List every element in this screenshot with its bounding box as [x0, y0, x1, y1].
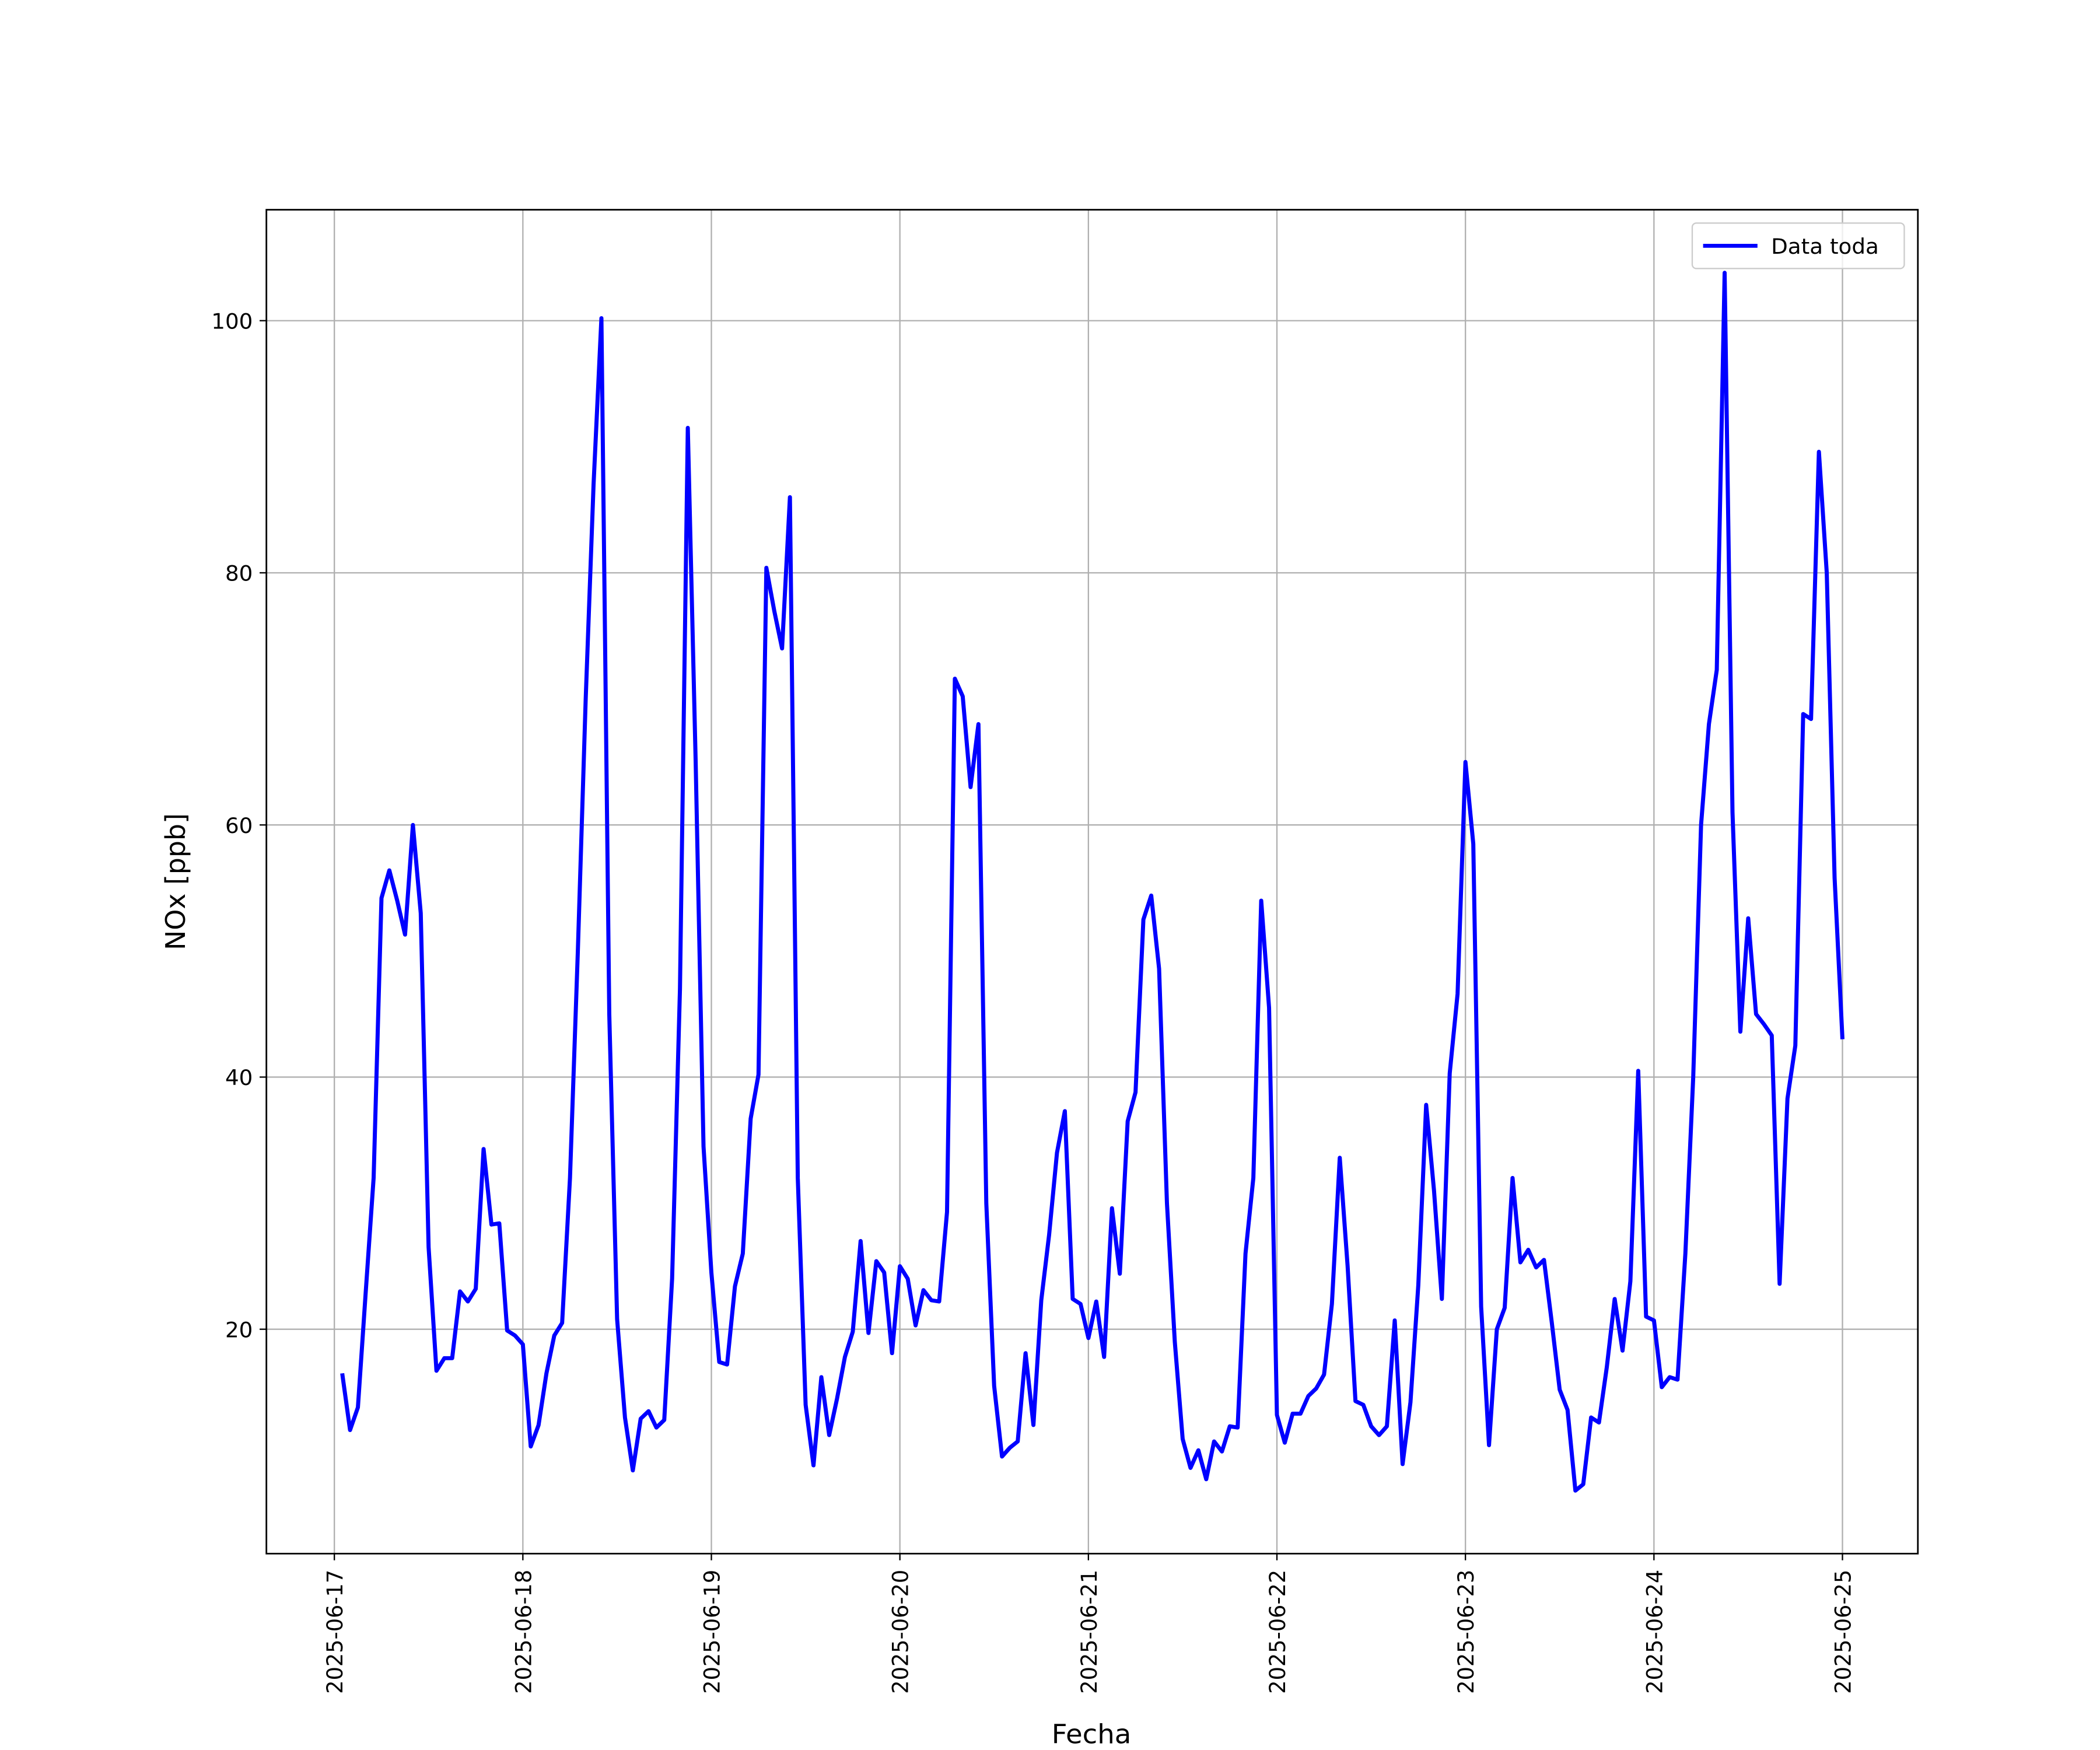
x-tick-label: 2025-06-17 [323, 1570, 348, 1694]
y-tick-label: 60 [225, 813, 253, 838]
x-tick-label: 2025-06-20 [888, 1570, 913, 1694]
legend-box [1691, 222, 1905, 270]
legend: Data toda [1691, 222, 1905, 270]
x-tick-label: 2025-06-23 [1454, 1570, 1479, 1694]
x-tick-label: 2025-06-24 [1642, 1570, 1667, 1694]
x-tick-label: 2025-06-21 [1077, 1570, 1102, 1694]
x-tick-label: 2025-06-18 [511, 1570, 536, 1694]
x-tick-label: 2025-06-25 [1831, 1570, 1856, 1694]
legend-label: Data toda [1771, 234, 1879, 259]
plot-frame [265, 209, 1919, 1555]
y-tick-label: 80 [225, 561, 253, 586]
x-axis-label: Fecha [1052, 1718, 1132, 1750]
y-axis-label: NOx [ppb] [160, 813, 191, 950]
y-tick-label: 40 [225, 1065, 253, 1090]
data-line [340, 271, 1845, 1493]
x-tick-label: 2025-06-22 [1265, 1570, 1290, 1694]
x-tick-label: 2025-06-19 [699, 1570, 724, 1694]
y-tick-label: 100 [211, 309, 253, 334]
y-tick-label: 20 [225, 1318, 253, 1343]
